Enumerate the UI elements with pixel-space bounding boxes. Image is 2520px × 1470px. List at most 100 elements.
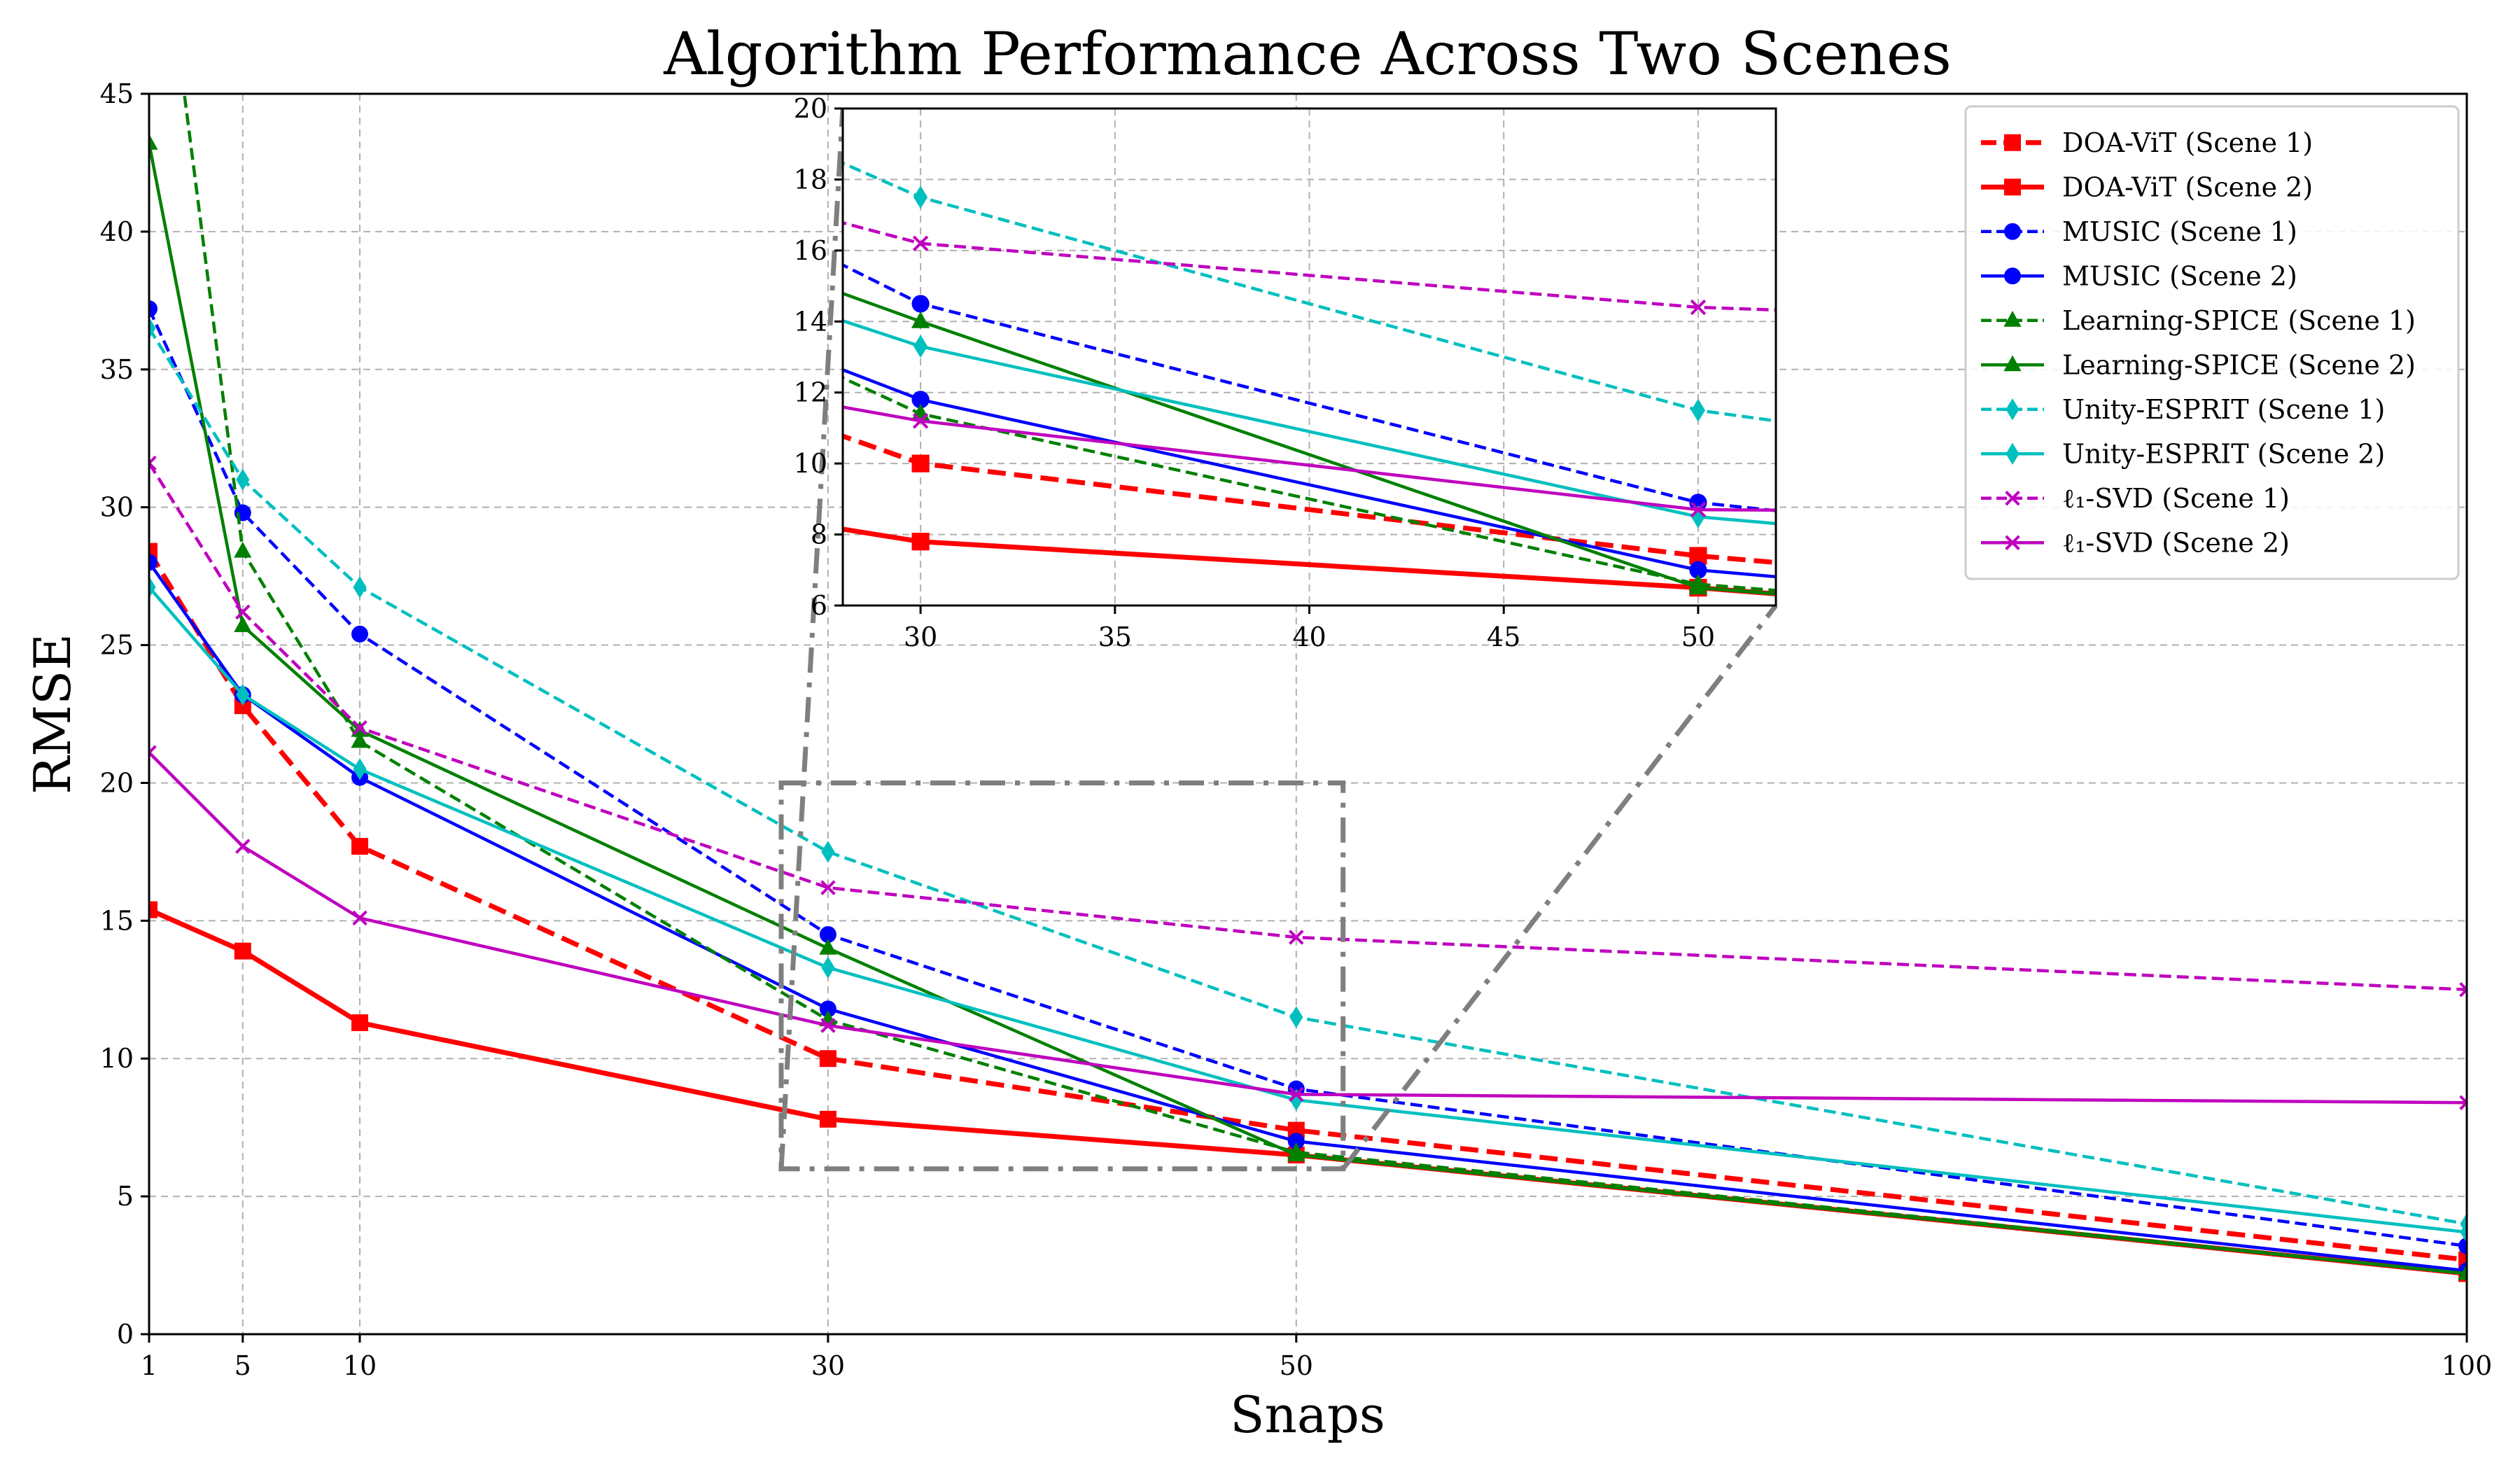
y-axis-label: RMSE	[23, 634, 82, 794]
main-series-unity-esprit-scene-2-point-1	[149, 576, 156, 598]
legend-label-learning-spice-scene-2: Learning-SPICE (Scene 2)	[2062, 349, 2416, 380]
chart-title: Algorithm Performance Across Two Scenes	[663, 20, 1952, 88]
y-tick-label-10: 10	[100, 1043, 134, 1074]
inset-series-music-scene-1-point-30	[911, 295, 930, 313]
inset-series-doa-vit-scene-1-point-30	[911, 454, 930, 472]
main-series-l1-svd-scene-1-point-1	[149, 455, 157, 471]
legend-label-doa-vit-scene-1: DOA-ViT (Scene 1)	[2062, 127, 2313, 158]
inset-series-l1-svd-scene-2	[136, 276, 1776, 518]
inset-series-learning-spice-scene-2-point-50	[1688, 578, 1708, 595]
main-series-l1-svd-scene-2-point-5	[235, 839, 251, 854]
inset-y-tick-label-20: 20	[794, 93, 827, 124]
main-series-unity-esprit-scene-1-point-10	[353, 576, 367, 598]
legend-item-learning-spice-scene-2: Learning-SPICE (Scene 2)	[1981, 349, 2416, 380]
inset-x-tick-label-40: 40	[1292, 622, 1326, 652]
inset-axis-ticks: 30 35 40 45 50 6 8 10 12 14 16 18 20	[794, 93, 1715, 652]
main-series-learning-spice-scene-2-line	[149, 143, 2467, 1275]
inset-series-unity-esprit-scene-2-point-30	[913, 335, 928, 358]
main-series-l1-svd-scene-2-point-50	[1289, 1086, 1304, 1102]
x-tick-label-30: 30	[811, 1350, 845, 1381]
zoom-region-box	[778, 780, 1346, 1172]
inset-series-unity-esprit-scene-2-point-10	[136, 79, 150, 102]
zoom-connector-right	[1340, 603, 1778, 1170]
inset-series-learning-spice-scene-2	[134, 31, 1776, 596]
legend-marker-l1-svd-scene-1	[2005, 490, 2020, 506]
legend-marker-unity-esprit-scene-1	[2005, 398, 2019, 421]
inset-y-tick-label-14: 14	[794, 306, 827, 337]
legend-marker-doa-vit-scene-2	[2004, 178, 2021, 196]
y-tick-label-5: 5	[117, 1181, 134, 1212]
main-series-l1-svd-scene-2-line	[149, 751, 2467, 1105]
inset-series-l1-svd-scene-1-point-10	[136, 31, 150, 45]
main-series-learning-spice-scene-2-point-100	[2458, 1264, 2467, 1280]
main-series-l1-svd-scene-2-point-1	[149, 745, 157, 760]
main-series-unity-esprit-scene-2	[149, 576, 2467, 1243]
main-series-unity-esprit-scene-1-line	[149, 327, 2467, 1226]
legend-item-unity-esprit-scene-1: Unity-ESPRIT (Scene 1)	[1981, 394, 2385, 425]
main-series-layer	[149, 94, 2467, 1282]
main-series-doa-vit-scene-1-line	[149, 550, 2467, 1263]
main-plot-frame	[148, 92, 2468, 1336]
x-tick-label-50: 50	[1280, 1350, 1313, 1381]
inset-y-tick-label-18: 18	[794, 164, 827, 195]
inset-y-tick-label-10: 10	[794, 448, 827, 479]
inset-y-tick-label-8: 8	[811, 519, 827, 550]
main-series-doa-vit-scene-2-point-1	[149, 901, 158, 918]
main-series-l1-svd-scene-2-point-100	[2459, 1095, 2467, 1110]
legend-item-music-scene-1: MUSIC (Scene 1)	[1981, 216, 2297, 247]
main-series-music-scene-1-point-1	[149, 300, 158, 318]
inset-series-l1-svd-scene-1-point-50	[1690, 299, 1707, 316]
y-tick-label-15: 15	[100, 905, 134, 936]
main-series-unity-esprit-scene-2-line	[149, 586, 2467, 1234]
y-tick-label-45: 45	[100, 78, 134, 109]
x-tick-label-1: 1	[141, 1350, 158, 1381]
y-tick-label-0: 0	[117, 1319, 134, 1350]
inset-series-l1-svd-scene-2-point-50	[1690, 501, 1707, 518]
inset-series-l1-svd-scene-1-point-30	[912, 235, 929, 251]
main-series-unity-esprit-scene-2-point-100	[2460, 1221, 2467, 1243]
legend-item-doa-vit-scene-1: DOA-ViT (Scene 1)	[1981, 127, 2313, 158]
legend-label-learning-spice-scene-1: Learning-SPICE (Scene 1)	[2062, 305, 2416, 336]
main-series-unity-esprit-scene-1	[149, 317, 2467, 1236]
inset-series-learning-spice-scene-1-point-10	[134, 45, 152, 62]
inset-series-learning-spice-scene-2-point-30	[911, 311, 930, 328]
inset-y-tick-label-16: 16	[794, 235, 827, 266]
inset-series-unity-esprit-scene-1-point-30	[913, 186, 928, 209]
inset-series-doa-vit-scene-2-point-30	[911, 533, 930, 551]
inset-series-l1-svd-scene-1	[136, 31, 1776, 316]
legend-item-unity-esprit-scene-2: Unity-ESPRIT (Scene 2)	[1981, 438, 2385, 469]
inset-series-music-scene-2-point-30	[911, 391, 930, 409]
main-series-l1-svd-scene-2-point-30	[820, 1018, 836, 1033]
legend-marker-doa-vit-scene-1	[2004, 134, 2021, 151]
legend-label-unity-esprit-scene-1: Unity-ESPRIT (Scene 1)	[2062, 394, 2385, 425]
inset-series-unity-esprit-scene-1-point-50	[1690, 398, 1705, 422]
legend-marker-l1-svd-scene-2	[2005, 535, 2020, 551]
legend-item-doa-vit-scene-2: DOA-ViT (Scene 2)	[1981, 172, 2313, 202]
legend-marker-music-scene-1	[2004, 223, 2021, 240]
main-series-unity-esprit-scene-2-point-30	[821, 956, 835, 979]
legend-label-music-scene-1: MUSIC (Scene 1)	[2062, 216, 2297, 247]
x-tick-label-100: 100	[2442, 1350, 2493, 1381]
inset-x-tick-label-45: 45	[1487, 622, 1520, 652]
x-axis-label: Snaps	[1230, 1385, 1385, 1444]
inset-series-learning-spice-scene-2-point-10	[134, 31, 152, 48]
x-tick-label-10: 10	[343, 1350, 377, 1381]
main-series-unity-esprit-scene-1-point-5	[236, 468, 250, 491]
inset-series-l1-svd-scene-2-point-10	[136, 276, 150, 290]
inset-x-tick-label-30: 30	[904, 622, 937, 652]
legend-item-learning-spice-scene-1: Learning-SPICE (Scene 1)	[1981, 305, 2416, 336]
legend-item-l1-svd-scene-1: ℓ₁-SVD (Scene 1)	[1981, 483, 2290, 514]
y-tick-label-40: 40	[100, 216, 134, 247]
legend-item-l1-svd-scene-2: ℓ₁-SVD (Scene 2)	[1981, 527, 2290, 558]
main-series-unity-esprit-scene-1-point-30	[821, 841, 835, 863]
legend-box	[1964, 105, 2460, 580]
zoom-indicator	[778, 108, 1778, 1172]
legend-marker-learning-spice-scene-2	[2003, 355, 2022, 372]
main-series-learning-spice-scene-2	[149, 134, 2467, 1280]
main-series-learning-spice-scene-1-point-10	[351, 732, 369, 748]
inset-series-music-scene-2-point-50	[1689, 561, 1707, 579]
main-series-l1-svd-scene-2	[149, 745, 2467, 1110]
main-series-learning-spice-scene-1-point-5	[234, 541, 252, 558]
